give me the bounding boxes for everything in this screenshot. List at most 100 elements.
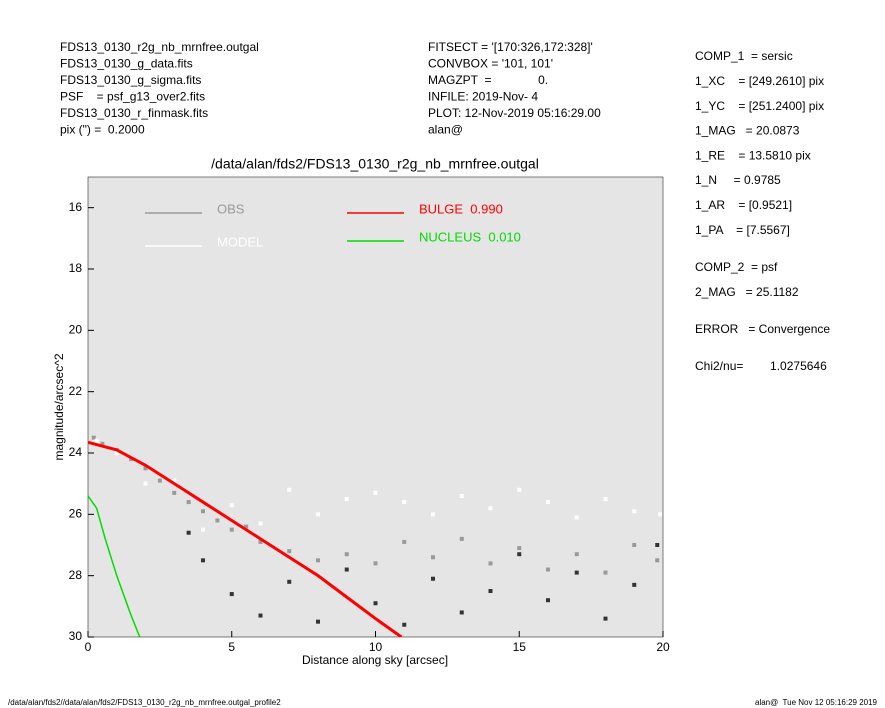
param-line: 1_N = 0.9785: [695, 173, 781, 187]
header-middle-line: alan@: [428, 123, 463, 137]
data-point: [546, 567, 550, 572]
data-point: [91, 435, 96, 440]
chart-title: /data/alan/fds2/FDS13_0130_r2g_nb_mrnfre…: [211, 156, 539, 172]
y-tick-label: 18: [69, 261, 83, 275]
y-tick-label: 30: [69, 629, 83, 643]
data-point: [632, 509, 637, 514]
param-line: COMP_2 = psf: [695, 260, 778, 274]
data-point: [114, 451, 119, 455]
param-line: ERROR = Convergence: [695, 322, 830, 336]
y-tick-label: 28: [69, 568, 83, 582]
data-point: [603, 497, 608, 501]
data-point: [258, 539, 263, 544]
data-point: [546, 500, 550, 505]
data-point: [574, 515, 579, 520]
data-point: [603, 616, 608, 621]
plot-area: [87, 176, 664, 638]
x-axis-label: Distance along sky [arcsec]: [302, 653, 448, 667]
param-line: 1_PA = [7.5567]: [695, 223, 790, 237]
data-point: [244, 524, 249, 529]
header-left-line: FDS13_0130_g_data.fits: [60, 57, 193, 71]
data-point: [658, 512, 663, 517]
data-point: [100, 441, 105, 446]
data-point: [546, 598, 550, 603]
legend-label: NUCLEUS 0.010: [419, 229, 521, 244]
data-point: [574, 552, 579, 557]
data-point: [229, 527, 234, 532]
data-point: [344, 497, 349, 501]
y-tick-label: 16: [69, 200, 83, 214]
param-line: COMP_1 = sersic: [695, 49, 793, 63]
data-point: [287, 579, 292, 584]
data-point: [517, 546, 522, 551]
data-point: [431, 576, 435, 581]
legend-label: BULGE 0.990: [419, 201, 503, 216]
data-line: [88, 440, 403, 637]
data-point: [632, 543, 637, 547]
data-point: [488, 561, 493, 566]
data-point: [402, 500, 407, 505]
data-point: [201, 509, 205, 514]
data-point: [655, 558, 660, 563]
data-point: [459, 610, 464, 615]
data-point: [459, 536, 464, 541]
header-left-line: PSF = psf_g13_over2.fits: [60, 90, 205, 104]
y-axis-label: magnitude/arcsec^2: [52, 353, 66, 460]
param-line: 1_YC = [251.2400] pix: [695, 99, 824, 113]
header-left-line: FDS13_0130_r_finmask.fits: [60, 106, 208, 120]
data-point: [402, 622, 407, 627]
x-tick-label: 5: [228, 640, 235, 654]
header-middle-line: PLOT: 12-Nov-2019 05:16:29.00: [428, 106, 601, 120]
data-line: [88, 495, 141, 637]
header-left-line: FDS13_0130_g_sigma.fits: [60, 73, 201, 87]
legend-label: OBS: [217, 201, 245, 216]
data-point: [157, 478, 162, 483]
data-point: [316, 619, 320, 624]
data-point: [143, 481, 148, 486]
data-point: [258, 613, 263, 618]
data-point: [229, 503, 234, 508]
x-tick-label: 10: [369, 640, 383, 654]
data-point: [517, 552, 522, 557]
param-line: 1_XC = [249.2610] pix: [695, 74, 824, 88]
data-point: [172, 490, 177, 495]
data-point: [186, 530, 191, 535]
data-point: [215, 518, 220, 523]
data-point: [373, 490, 378, 495]
data-point: [344, 552, 349, 557]
data-point: [94, 438, 99, 443]
data-point: [488, 506, 493, 511]
x-tick-label: 0: [85, 640, 92, 654]
data-point: [632, 582, 637, 587]
data-point: [373, 601, 378, 606]
data-point: [344, 567, 349, 572]
param-line: 2_MAG = 25.1182: [695, 285, 799, 299]
data-point: [287, 487, 292, 492]
data-point: [316, 512, 320, 517]
data-point: [655, 543, 660, 547]
data-point: [431, 555, 435, 560]
data-point: [229, 592, 234, 597]
header-left-line: FDS13_0130_r2g_nb_mrnfree.outgal: [60, 40, 259, 54]
data-point: [186, 500, 191, 505]
header-middle-line: CONVBOX = '101, 101': [428, 57, 553, 71]
param-line: 1_AR = [0.9521]: [695, 198, 792, 212]
data-point: [488, 589, 493, 593]
plot-marks: [88, 435, 663, 637]
y-tick-label: 26: [69, 507, 83, 521]
data-point: [143, 466, 148, 471]
param-line: Chi2/nu= 1.0275646: [695, 359, 827, 373]
y-tick-label: 22: [69, 384, 83, 398]
data-point: [287, 549, 292, 554]
data-point: [258, 521, 263, 526]
y-tick-label: 20: [69, 323, 83, 337]
header-middle-line: MAGZPT = 0.: [428, 73, 548, 87]
header-left-line: pix (") = 0.2000: [60, 123, 145, 137]
header-middle-line: INFILE: 2019-Nov- 4: [428, 90, 538, 104]
data-point: [402, 539, 407, 544]
data-point: [201, 527, 205, 532]
data-point: [172, 478, 177, 483]
data-point: [517, 487, 522, 492]
data-point: [373, 561, 378, 566]
